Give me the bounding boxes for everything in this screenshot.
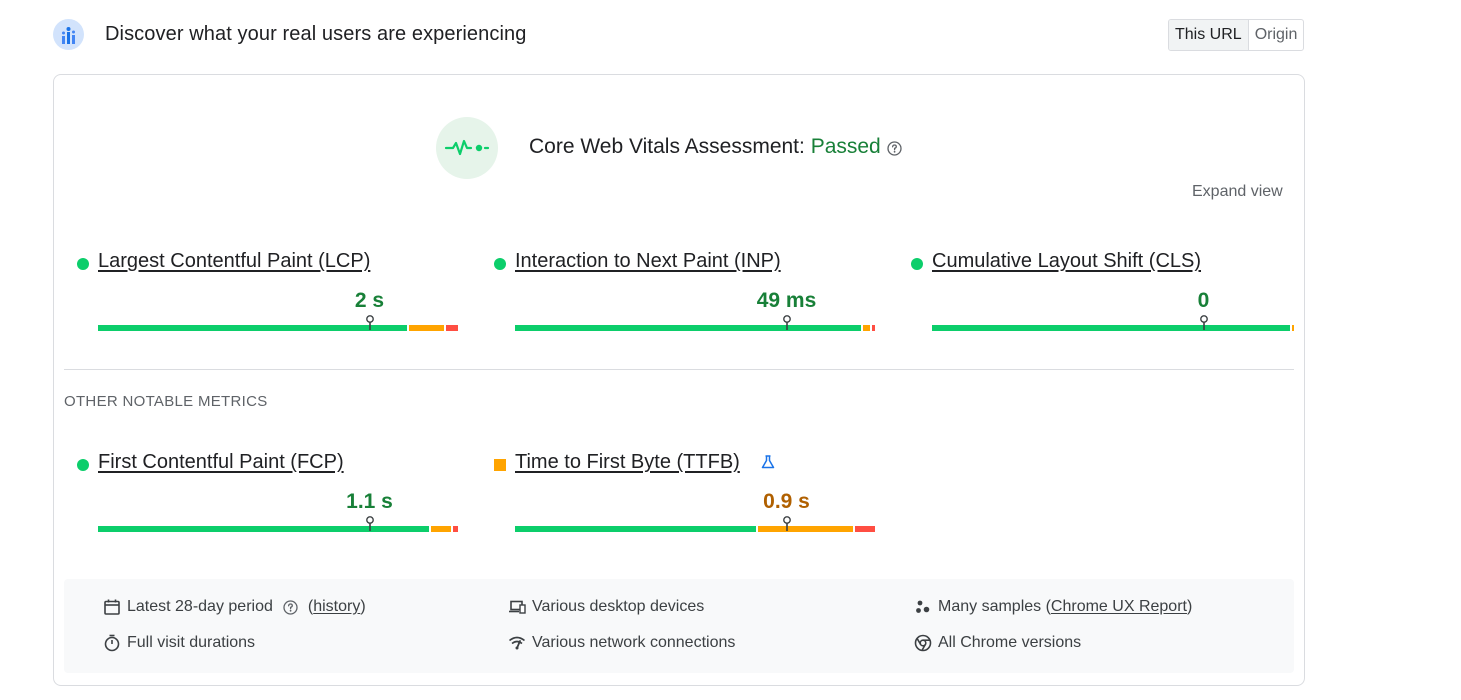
metric-cls: Cumulative Layout Shift (CLS) 0 bbox=[898, 246, 1295, 336]
chrome-ux-report-link[interactable]: Chrome UX Report bbox=[1050, 598, 1187, 615]
p75-marker-icon bbox=[782, 314, 792, 330]
visit-label: Full visit durations bbox=[127, 634, 256, 651]
versions-info: All Chrome versions bbox=[914, 634, 1081, 652]
assessment-label: Core Web Vitals Assessment: bbox=[529, 135, 811, 158]
devices-label: Various desktop devices bbox=[532, 598, 705, 615]
status-dot bbox=[494, 258, 506, 270]
metric-value: 2 s bbox=[354, 289, 385, 312]
samples-info: Many samples (Chrome UX Report) bbox=[914, 598, 1192, 616]
samples-icon bbox=[916, 600, 930, 613]
status-dot bbox=[911, 258, 923, 270]
page-title: Discover what your real users are experi… bbox=[105, 23, 527, 45]
distribution-bar bbox=[515, 325, 877, 331]
vitals-pulse-icon bbox=[436, 117, 498, 179]
distribution-segment-poor bbox=[855, 526, 875, 532]
distribution-bar bbox=[932, 325, 1295, 331]
devices-icon bbox=[509, 600, 526, 614]
distribution-bar bbox=[98, 325, 460, 331]
flask-icon[interactable] bbox=[760, 454, 776, 470]
metric-value: 49 ms bbox=[756, 289, 817, 312]
history-link[interactable]: history bbox=[313, 598, 361, 615]
distribution-segment-good bbox=[515, 325, 862, 331]
metric-value: 0.9 s bbox=[763, 490, 810, 513]
data-context-panel bbox=[64, 579, 1294, 673]
section-divider bbox=[64, 369, 1294, 370]
visit-info: Full visit durations bbox=[103, 634, 255, 652]
metric-ttfb: Time to First Byte (TTFB) 0.9 s bbox=[481, 447, 875, 537]
metric-name-link[interactable]: Interaction to Next Paint (INP) bbox=[515, 250, 781, 272]
distribution-segment-good bbox=[932, 325, 1291, 331]
calendar-icon bbox=[104, 599, 120, 615]
samples-prefix: Many samples ( bbox=[938, 598, 1051, 615]
status-square bbox=[494, 459, 506, 471]
metric-name-link[interactable]: Cumulative Layout Shift (CLS) bbox=[932, 250, 1202, 272]
versions-label: All Chrome versions bbox=[938, 634, 1082, 651]
distribution-bar bbox=[515, 526, 877, 532]
devices-info: Various desktop devices bbox=[508, 598, 704, 616]
distribution-segment-good bbox=[98, 325, 408, 331]
origin-tab[interactable]: Origin bbox=[1254, 26, 1298, 43]
chrome-icon bbox=[914, 634, 932, 652]
p75-marker-icon bbox=[365, 515, 375, 531]
network-label: Various network connections bbox=[532, 634, 736, 651]
distribution-segment-needs-improvement bbox=[1292, 325, 1295, 331]
distribution-segment-poor bbox=[871, 325, 875, 331]
p75-marker-icon bbox=[782, 515, 792, 531]
period-label: Latest 28-day period bbox=[127, 598, 273, 615]
distribution-bar bbox=[98, 526, 460, 532]
period-info: Latest 28-day period (history) bbox=[103, 598, 366, 616]
distribution-segment-needs-improvement bbox=[409, 325, 444, 331]
crux-logo-icon bbox=[53, 19, 84, 50]
metric-value: 0 bbox=[1197, 289, 1210, 312]
url-origin-toggle: This URL Origin bbox=[1168, 19, 1305, 51]
field-data-card bbox=[53, 74, 1305, 686]
samples-suffix: ) bbox=[1186, 598, 1193, 615]
timer-icon bbox=[104, 634, 120, 652]
assessment-heading: Core Web Vitals Assessment: Passed bbox=[529, 135, 902, 159]
network-info: Various network connections bbox=[508, 634, 735, 652]
distribution-segment-good bbox=[98, 526, 430, 532]
metric-lcp: Largest Contentful Paint (LCP) 2 s bbox=[64, 246, 458, 336]
distribution-segment-good bbox=[515, 526, 756, 532]
metric-name-link[interactable]: Largest Contentful Paint (LCP) bbox=[98, 250, 371, 272]
p75-marker-icon bbox=[365, 314, 375, 330]
distribution-segment-needs-improvement bbox=[757, 526, 854, 532]
distribution-segment-needs-improvement bbox=[863, 325, 870, 331]
metric-value: 1.1 s bbox=[346, 490, 393, 513]
metric-inp: Interaction to Next Paint (INP) 49 ms bbox=[481, 246, 875, 336]
help-icon[interactable] bbox=[283, 599, 298, 615]
distribution-segment-poor bbox=[445, 325, 458, 331]
status-dot bbox=[77, 258, 89, 270]
metric-fcp: First Contentful Paint (FCP) 1.1 s bbox=[64, 447, 458, 537]
this-url-tab[interactable]: This URL bbox=[1169, 20, 1249, 50]
distribution-segment-needs-improvement bbox=[431, 526, 451, 532]
help-icon[interactable] bbox=[887, 138, 902, 156]
expand-view-button[interactable]: Expand view bbox=[1192, 183, 1283, 200]
history-open-paren: ( bbox=[307, 598, 314, 615]
other-metrics-heading: OTHER NOTABLE METRICS bbox=[64, 393, 268, 410]
distribution-segment-poor bbox=[452, 526, 458, 532]
metric-name-link[interactable]: Time to First Byte (TTFB) bbox=[515, 451, 740, 473]
history-close-paren: ) bbox=[360, 598, 366, 615]
metric-name-link[interactable]: First Contentful Paint (FCP) bbox=[98, 451, 344, 473]
p75-marker-icon bbox=[1199, 314, 1209, 330]
network-icon bbox=[509, 636, 525, 650]
assessment-status: Passed bbox=[810, 135, 881, 158]
status-dot bbox=[77, 459, 89, 471]
